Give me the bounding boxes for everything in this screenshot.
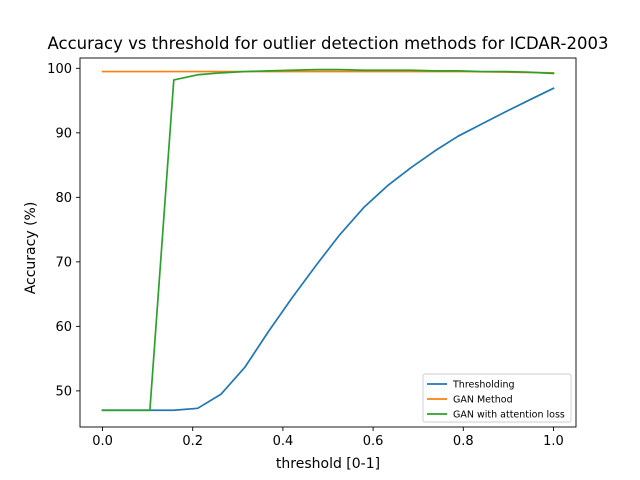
series-line-0 (101, 87, 555, 412)
y-tick-label: 100 (47, 62, 72, 77)
chart-title: Accuracy vs threshold for outlier detect… (48, 34, 609, 53)
x-tick-label: 0.8 (453, 434, 474, 449)
y-tick-label: 50 (55, 384, 72, 399)
y-tick-label: 60 (55, 320, 72, 335)
x-tick-label: 0.2 (182, 434, 203, 449)
x-axis-label: threshold [0-1] (276, 456, 380, 472)
legend: Thresholding GAN Method GAN with attention… (422, 373, 572, 423)
plot-area (79, 57, 577, 428)
plot-frame (79, 57, 577, 428)
y-tick-label: 90 (55, 126, 72, 141)
x-tick-label: 0.6 (363, 434, 384, 449)
y-axis-label: Accuracy (%) (23, 202, 39, 295)
legend-label-1: GAN Method (453, 395, 513, 406)
x-tick-label: 0.4 (273, 434, 294, 449)
y-tick-label: 70 (55, 255, 72, 270)
series-line-2 (101, 68, 555, 412)
legend-box (422, 373, 572, 423)
axes-layer: 0.0 0.2 0.4 0.6 0.8 1.0 50 60 70 80 90 100 (47, 62, 564, 449)
legend-label-0: Thresholding (452, 380, 515, 391)
series-layer (101, 68, 555, 412)
x-tick-label: 0.0 (92, 434, 113, 449)
x-tick-label: 1.0 (543, 434, 564, 449)
legend-label-2: GAN with attention loss (453, 410, 565, 421)
y-tick-label: 80 (55, 191, 72, 206)
